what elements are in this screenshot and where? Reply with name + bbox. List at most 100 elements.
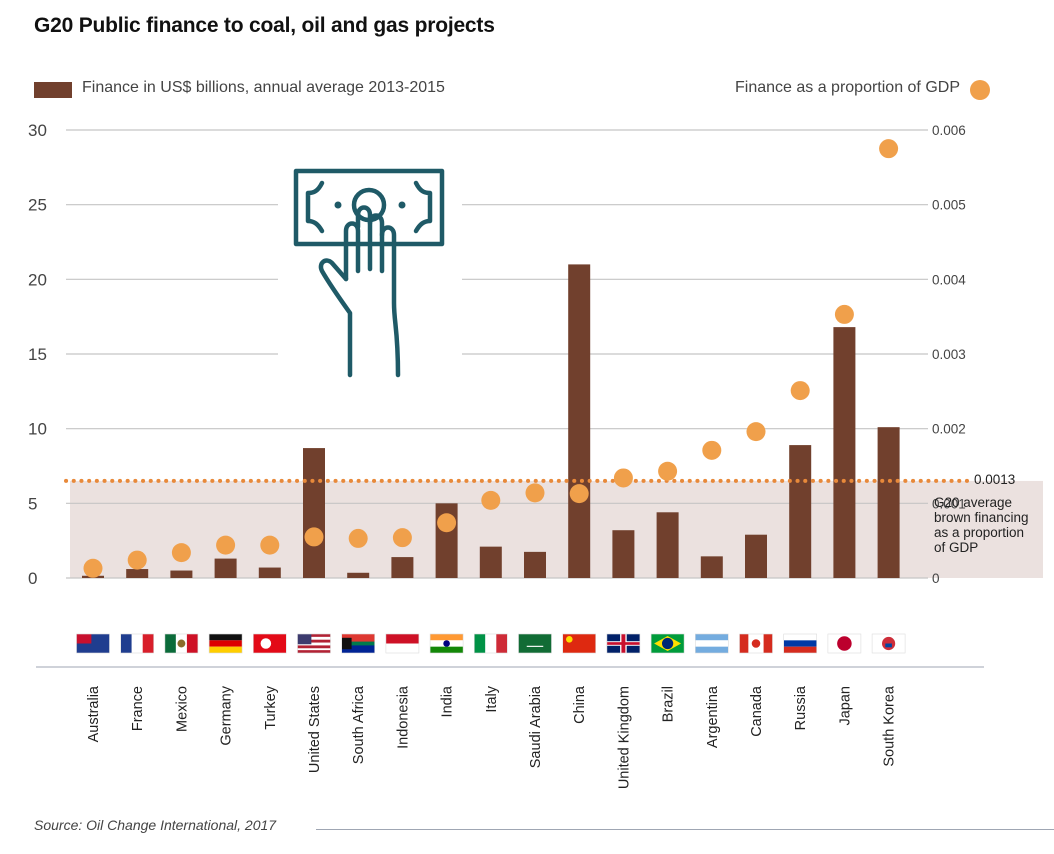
flag-icon xyxy=(562,633,597,654)
flag-part xyxy=(341,634,375,644)
flag-part xyxy=(131,634,143,653)
flag-icon xyxy=(827,633,862,654)
bar xyxy=(479,546,502,578)
flag-part xyxy=(341,637,352,650)
right-tick-label: 0.003 xyxy=(932,347,966,362)
bar xyxy=(789,445,812,578)
flag-icon xyxy=(164,633,199,654)
flag-part xyxy=(341,643,375,653)
legend-bar-swatch xyxy=(34,82,72,98)
flag-border xyxy=(473,633,508,654)
flag-icon xyxy=(473,633,508,654)
flag-part xyxy=(164,634,176,653)
bar xyxy=(568,264,591,578)
flag-icon xyxy=(606,633,641,654)
gdp-dot xyxy=(834,304,854,324)
legend-bar-label: Finance in US$ billions, annual average … xyxy=(82,79,445,96)
category-label: Indonesia xyxy=(395,685,411,749)
flag-border xyxy=(827,633,862,654)
flag-border xyxy=(518,633,552,654)
flag-part xyxy=(209,640,243,647)
category-label: Russia xyxy=(793,685,809,730)
flag-icon xyxy=(253,633,287,654)
flag-border xyxy=(385,633,420,654)
flag-part xyxy=(474,634,486,653)
gdp-dot xyxy=(171,543,191,563)
left-tick-label: 25 xyxy=(28,196,47,215)
left-tick-label: 10 xyxy=(28,420,47,439)
category-label: Canada xyxy=(749,685,765,737)
flag-icon xyxy=(297,633,331,654)
flag-border xyxy=(783,633,818,654)
bar xyxy=(833,327,856,578)
bar xyxy=(258,567,281,578)
flag-border xyxy=(76,633,110,654)
chart-title: G20 Public finance to coal, oil and gas … xyxy=(34,14,495,37)
flag-part xyxy=(783,640,817,647)
flag-icon xyxy=(871,633,906,654)
category-label: Australia xyxy=(86,685,102,742)
flag-part xyxy=(341,641,375,646)
source-divider xyxy=(316,829,1054,830)
category-label: Japan xyxy=(837,686,853,726)
flag-part xyxy=(695,634,729,641)
gdp-dot xyxy=(127,550,147,570)
left-tick-label: 0 xyxy=(28,569,37,588)
flag-icon xyxy=(518,633,552,654)
legend-dot-label: Finance as a proportion of GDP xyxy=(734,79,960,96)
flag-part xyxy=(76,634,92,644)
flag-border xyxy=(429,633,464,654)
flag-border xyxy=(253,633,287,654)
flag-part xyxy=(621,634,626,653)
flag-part xyxy=(430,634,464,641)
gdp-dot xyxy=(437,513,457,533)
bar xyxy=(524,551,546,578)
flag-part xyxy=(526,645,544,647)
flag-icon xyxy=(650,633,685,654)
flag-part xyxy=(385,634,419,644)
flag-icon xyxy=(429,633,464,654)
gdp-dot xyxy=(481,490,501,510)
bar xyxy=(126,569,149,578)
right-tick-label: 0.005 xyxy=(932,198,966,213)
flag-part xyxy=(518,634,552,653)
right-tick-label: 0.006 xyxy=(932,123,966,138)
category-label: Turkey xyxy=(263,685,279,730)
category-label: Saudi Arabia xyxy=(528,685,544,768)
flag-icon xyxy=(76,633,110,654)
gdp-dot xyxy=(525,483,545,503)
flag-part xyxy=(297,634,312,645)
bar xyxy=(391,557,414,578)
flags xyxy=(76,633,906,654)
flag-border xyxy=(164,633,199,654)
category-label: China xyxy=(572,685,588,724)
flag-part xyxy=(297,634,331,637)
category-label: South Korea xyxy=(882,685,898,767)
flag-border xyxy=(739,633,773,654)
category-label: France xyxy=(130,686,146,731)
gdp-dot xyxy=(879,139,899,159)
bar xyxy=(745,534,767,578)
flag-icon xyxy=(120,633,154,654)
flag-part xyxy=(186,634,198,653)
flag-part xyxy=(297,639,331,643)
flag-icon xyxy=(783,633,818,654)
left-tick-label: 20 xyxy=(28,270,47,289)
bar xyxy=(656,512,679,578)
category-label: South Africa xyxy=(351,685,367,764)
gdp-dot xyxy=(702,440,722,460)
gdp-dot xyxy=(216,535,236,555)
flag-border xyxy=(297,633,331,654)
flag-part xyxy=(209,646,243,653)
flag-part xyxy=(885,643,892,648)
left-tick-label: 30 xyxy=(28,121,47,140)
flag-part xyxy=(837,636,852,651)
flag-part xyxy=(385,643,419,653)
bar xyxy=(303,448,325,578)
flag-part xyxy=(783,646,817,653)
flag-part xyxy=(142,634,154,653)
average-value-label: 0.0013 xyxy=(974,472,1016,487)
left-tick-label: 15 xyxy=(28,345,47,364)
bar xyxy=(612,530,635,578)
bar xyxy=(214,558,237,578)
